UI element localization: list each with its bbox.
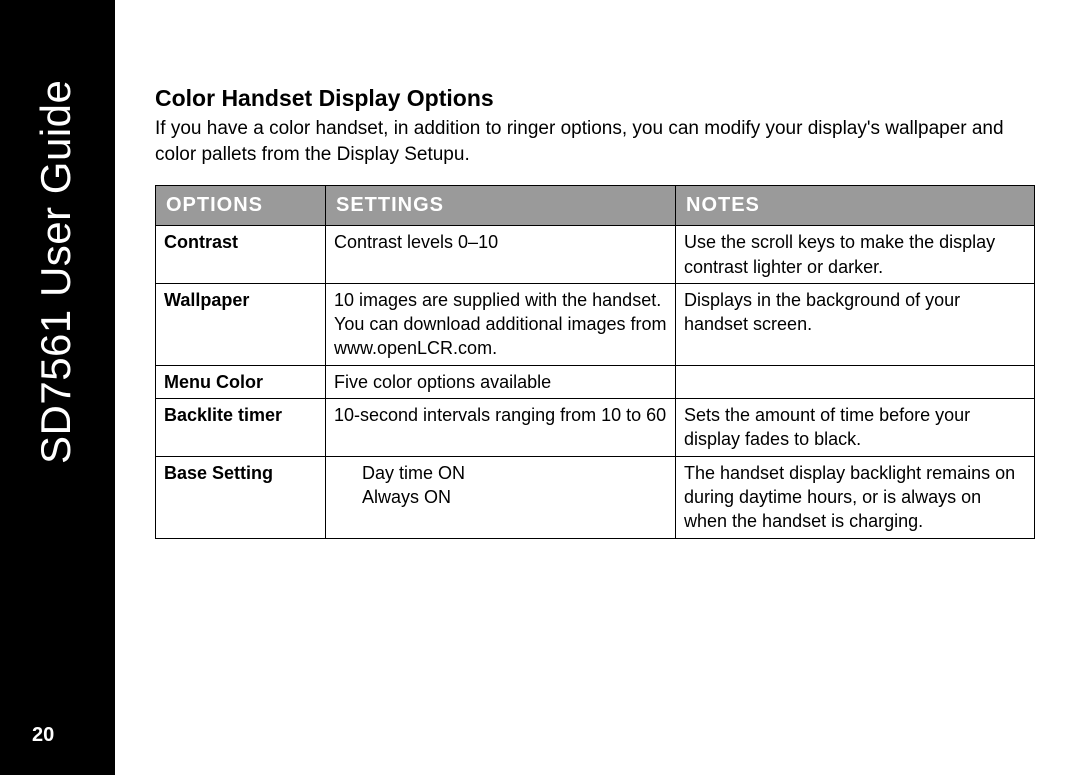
intro-text-a: If you have a color handset, in addition… bbox=[155, 118, 1004, 165]
spine-band: SD7561 User Guide 20 bbox=[0, 0, 115, 775]
header-settings: SETTINGS bbox=[326, 186, 676, 226]
cell-notes: The handset display backlight remains on… bbox=[676, 456, 1035, 538]
page-content: Color Handset Display Options If you hav… bbox=[155, 85, 1035, 539]
settings-line: Always ON bbox=[334, 485, 667, 509]
cell-settings: 10-second intervals ranging from 10 to 6… bbox=[326, 399, 676, 457]
header-notes: NOTES bbox=[676, 186, 1035, 226]
cell-settings: 10 images are supplied with the handset.… bbox=[326, 283, 676, 365]
table-row: Menu Color Five color options available bbox=[156, 365, 1035, 398]
cell-notes bbox=[676, 365, 1035, 398]
intro-text-b: u. bbox=[454, 144, 470, 165]
cell-option: Contrast bbox=[156, 226, 326, 284]
menu-name: Display Setup bbox=[337, 144, 454, 165]
table-row: Contrast Contrast levels 0–10 Use the sc… bbox=[156, 226, 1035, 284]
cell-option: Menu Color bbox=[156, 365, 326, 398]
spine-title: SD7561 User Guide bbox=[32, 80, 80, 464]
cell-notes: Use the scroll keys to make the display … bbox=[676, 226, 1035, 284]
settings-line: Day time ON bbox=[334, 461, 667, 485]
cell-settings: Contrast levels 0–10 bbox=[326, 226, 676, 284]
cell-settings: Five color options available bbox=[326, 365, 676, 398]
cell-settings: Day time ON Always ON bbox=[326, 456, 676, 538]
options-table: OPTIONS SETTINGS NOTES Contrast Contrast… bbox=[155, 185, 1035, 538]
intro-paragraph: If you have a color handset, in addition… bbox=[155, 116, 1035, 167]
cell-notes: Displays in the background of your hands… bbox=[676, 283, 1035, 365]
header-options: OPTIONS bbox=[156, 186, 326, 226]
table-row: Base Setting Day time ON Always ON The h… bbox=[156, 456, 1035, 538]
cell-option: Wallpaper bbox=[156, 283, 326, 365]
page-number: 20 bbox=[32, 724, 54, 747]
table-row: Wallpaper 10 images are supplied with th… bbox=[156, 283, 1035, 365]
section-heading: Color Handset Display Options bbox=[155, 85, 1035, 112]
cell-option: Base Setting bbox=[156, 456, 326, 538]
table-row: Backlite timer 10-second intervals rangi… bbox=[156, 399, 1035, 457]
cell-notes: Sets the amount of time before your disp… bbox=[676, 399, 1035, 457]
cell-option: Backlite timer bbox=[156, 399, 326, 457]
table-header-row: OPTIONS SETTINGS NOTES bbox=[156, 186, 1035, 226]
